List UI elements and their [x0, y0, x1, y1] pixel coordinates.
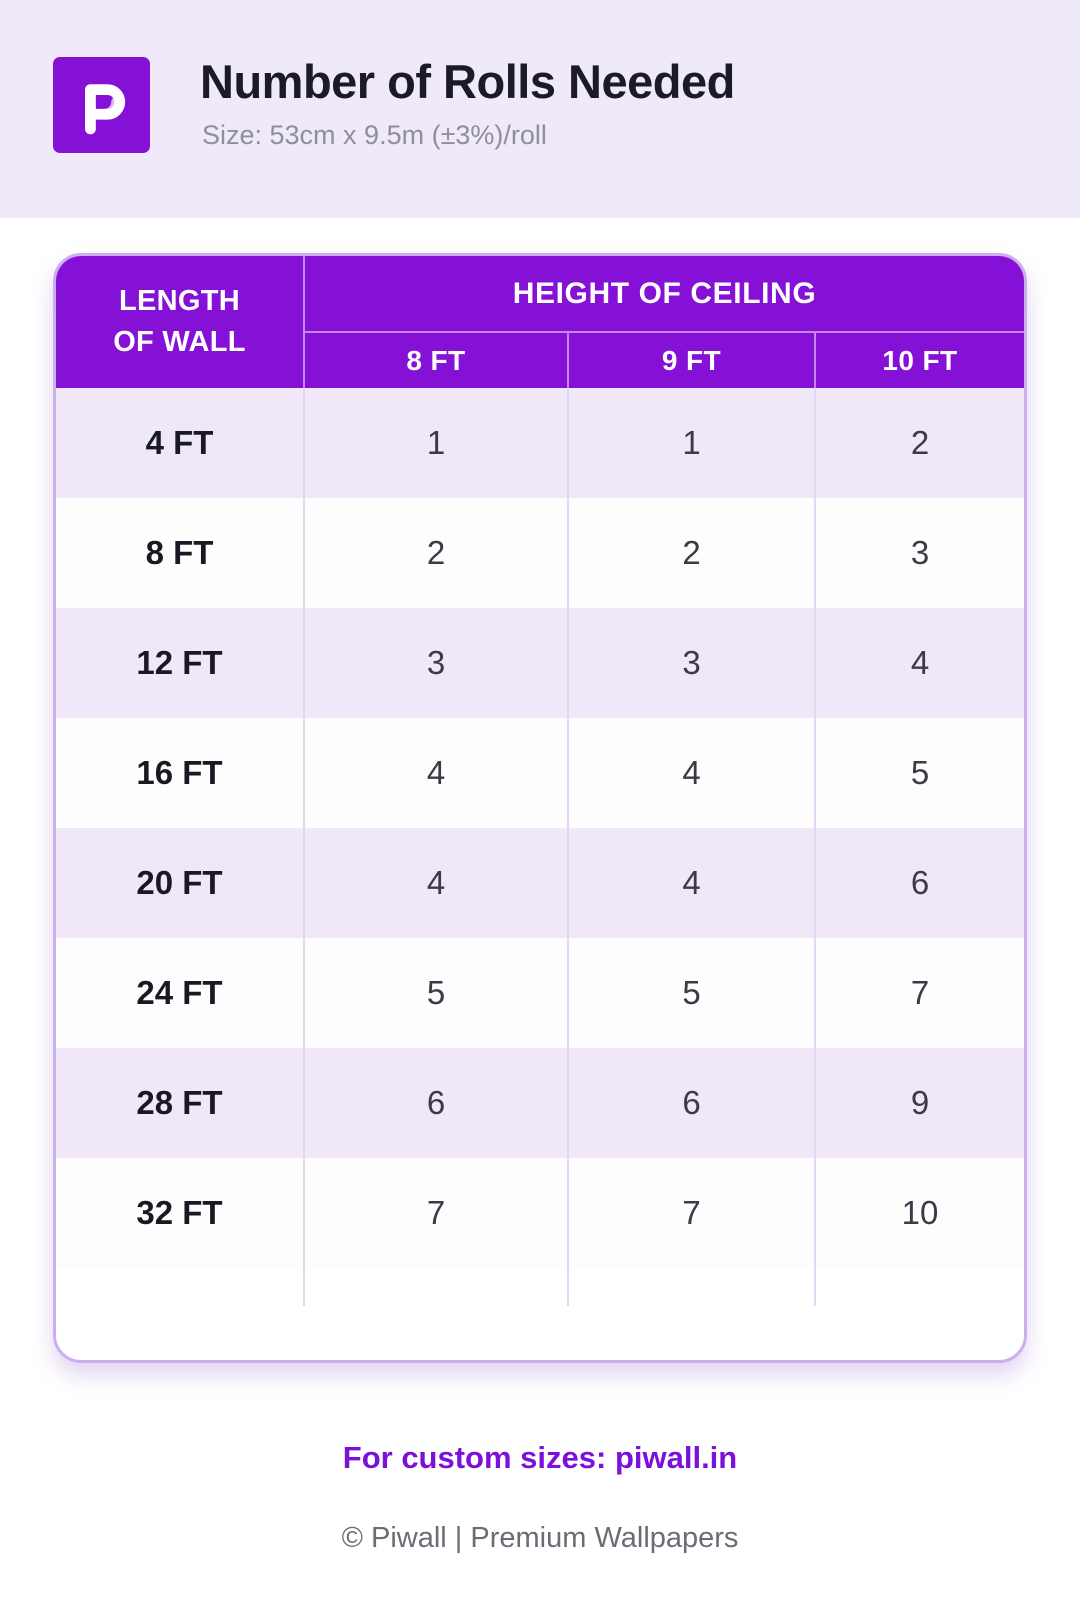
row-label: 24 FT [136, 974, 223, 1011]
cell-value: 7 [567, 1158, 814, 1268]
cell-value: 2 [567, 498, 814, 608]
cell-value: 1 [303, 388, 567, 498]
table-row: 20 FT 4 4 6 [56, 828, 1024, 938]
cell-value: 2 [303, 498, 567, 608]
page-title: Number of Rolls Needed [200, 55, 735, 108]
header-band [0, 0, 1080, 218]
row-label: 4 FT [145, 424, 214, 461]
group-header-height-of-ceiling: HEIGHT OF CEILING [303, 256, 1024, 331]
cell-value: 4 [567, 828, 814, 938]
cell-value: 4 [303, 718, 567, 828]
cell-value: 4 [567, 718, 814, 828]
cell-value: 6 [567, 1048, 814, 1158]
table-row: 4 FT 1 1 2 [56, 388, 1024, 498]
table-row: 12 FT 3 3 4 [56, 608, 1024, 718]
corner-header-line2: OF WALL [113, 326, 246, 358]
cell-value: 5 [567, 938, 814, 1048]
cell-value: 3 [567, 608, 814, 718]
table-row: 8 FT 2 2 3 [56, 498, 1024, 608]
row-label: 12 FT [136, 644, 223, 681]
table-row: 24 FT 5 5 7 [56, 938, 1024, 1048]
table-header: LENGTH OF WALL HEIGHT OF CEILING 8 FT 9 … [56, 256, 1024, 388]
cell-value: 5 [814, 718, 1024, 828]
row-label: 20 FT [136, 864, 223, 901]
cell-value: 7 [814, 938, 1024, 1048]
table-row: 28 FT 6 6 9 [56, 1048, 1024, 1158]
corner-header-line1: LENGTH [118, 284, 240, 317]
cell-value: 6 [814, 828, 1024, 938]
corner-header-length-of-wall: LENGTH OF WALL [56, 256, 303, 388]
row-label: 16 FT [136, 754, 223, 791]
column-header-9ft: 9 FT [567, 331, 814, 388]
row-label: 28 FT [136, 1084, 223, 1121]
cell-value: 4 [814, 608, 1024, 718]
column-header-8ft: 8 FT [303, 331, 567, 388]
cell-value: 3 [814, 498, 1024, 608]
table-row: 16 FT 4 4 5 [56, 718, 1024, 828]
title-block: Number of Rolls Needed Size: 53cm x 9.5m… [200, 56, 735, 151]
rolls-table-card: LENGTH OF WALL HEIGHT OF CEILING 8 FT 9 … [53, 253, 1027, 1363]
row-label: 8 FT [145, 534, 214, 571]
row-label: 32 FT [136, 1194, 223, 1231]
cell-value: 3 [303, 608, 567, 718]
page-subtitle: Size: 53cm x 9.5m (±3%)/roll [202, 119, 547, 150]
cell-value: 6 [303, 1048, 567, 1158]
column-header-10ft: 10 FT [814, 331, 1024, 388]
cell-value: 9 [814, 1048, 1024, 1158]
cell-value: 5 [303, 938, 567, 1048]
copyright-note: © Piwall | Premium Wallpapers [341, 1522, 739, 1554]
cell-value: 2 [814, 388, 1024, 498]
piwall-logo-icon [53, 57, 150, 153]
custom-sizes-note: For custom sizes: piwall.in [342, 1440, 738, 1475]
cell-value: 1 [567, 388, 814, 498]
cell-value: 4 [303, 828, 567, 938]
table-row: 32 FT 7 7 10 [56, 1158, 1024, 1268]
cell-value: 7 [303, 1158, 567, 1268]
cell-value: 10 [814, 1158, 1024, 1268]
table-footer-spacer [56, 1268, 1024, 1306]
